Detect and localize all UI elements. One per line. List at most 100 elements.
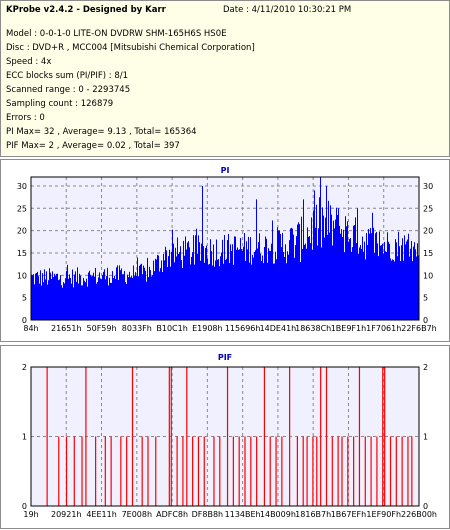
- pi-bar: [177, 237, 178, 320]
- pi-bar: [80, 275, 81, 320]
- pif-bar: [170, 367, 172, 506]
- pi-bar: [127, 274, 128, 320]
- pi-bar: [42, 273, 43, 320]
- pi-bar: [140, 264, 141, 320]
- pi-bar: [278, 230, 279, 320]
- pi-bar: [319, 197, 320, 320]
- pi-bar: [90, 274, 91, 320]
- pi-bar: [62, 287, 63, 320]
- ecc-line: ECC blocks sum (PI/PIF) : 8/1: [6, 71, 129, 81]
- pi-bar: [133, 265, 134, 320]
- pi-bar: [101, 279, 102, 320]
- pi-bar: [161, 260, 162, 320]
- pi-bar: [130, 277, 131, 320]
- pi-bar: [112, 271, 113, 320]
- pif-bar: [182, 436, 184, 506]
- pi-x-tick-label: 1BE9F1h: [331, 324, 366, 333]
- pi-bar: [409, 256, 410, 320]
- pif-bar: [126, 436, 128, 506]
- pi-x-tick-label: 14DE41h: [260, 324, 297, 333]
- speed-line: Speed : 4x: [6, 57, 52, 67]
- pi-bar: [73, 287, 74, 320]
- pi-bar: [344, 252, 345, 320]
- pi-bar: [386, 252, 387, 320]
- pi-x-tick-label: 18638Ch: [295, 324, 331, 333]
- pif-x-tick-label: ADFC8h: [156, 510, 188, 519]
- pi-y-tick-right: 0: [423, 316, 428, 325]
- pi-bar: [45, 279, 46, 320]
- app-title: KProbe v2.4.2 - Designed by Karr: [6, 5, 166, 15]
- pi-bar: [311, 217, 312, 320]
- pi-y-tick-right: 30: [423, 182, 433, 191]
- pi-bar: [50, 272, 51, 320]
- pi-bar: [37, 271, 38, 320]
- pif-bar: [147, 436, 149, 506]
- scan-date: Date : 4/11/2010 10:30:21 PM: [223, 5, 352, 15]
- pif-bar: [65, 436, 68, 506]
- pi-bar: [224, 235, 225, 320]
- pi-bar: [382, 243, 383, 320]
- pif-bar: [155, 436, 157, 506]
- pif-bar: [168, 367, 170, 506]
- pi-bar: [392, 259, 393, 320]
- pi-bar: [356, 243, 357, 320]
- pi-bar: [222, 239, 223, 320]
- pif-y-tick-left: 2: [22, 363, 27, 372]
- pi-chart-title: PI: [221, 166, 230, 175]
- pif-y-tick-right: 2: [423, 363, 428, 372]
- pi-bar: [280, 234, 281, 320]
- pi-bar: [294, 257, 295, 320]
- pi-bar: [316, 204, 317, 320]
- pi-bar: [184, 255, 185, 320]
- pi-bar: [95, 267, 96, 320]
- pif-bar: [331, 436, 333, 506]
- pi-bar: [128, 277, 129, 320]
- pi-bar: [401, 245, 402, 320]
- scanned-range-line: Scanned range : 0 - 2293745: [6, 85, 131, 95]
- pi-bar: [164, 260, 165, 320]
- pi-bar: [376, 231, 377, 320]
- pi-bar: [351, 251, 352, 320]
- pif-bar: [197, 436, 200, 506]
- pi-bar: [285, 244, 286, 320]
- pi-bar: [394, 261, 395, 320]
- pif-bar: [347, 436, 349, 506]
- pi-bar: [35, 273, 36, 320]
- pi-bar: [173, 243, 174, 320]
- pi-bar: [403, 260, 404, 320]
- pi-bar: [70, 277, 71, 320]
- pi-bar: [206, 245, 207, 320]
- pi-bar: [325, 217, 326, 320]
- pi-bar: [244, 232, 245, 320]
- pi-bar: [337, 215, 338, 320]
- pi-bar: [241, 249, 242, 320]
- pi-bar: [55, 275, 56, 320]
- pi-bar: [195, 235, 196, 320]
- pi-bar: [308, 236, 309, 320]
- pi-bar: [33, 274, 34, 320]
- pi-bar: [151, 276, 152, 320]
- pi-bar: [274, 263, 275, 320]
- pif-bar: [141, 436, 143, 506]
- pi-y-tick-left: 30: [17, 182, 27, 191]
- pi-bar: [336, 207, 337, 320]
- pi-bar: [64, 283, 65, 320]
- pi-bar: [53, 277, 54, 320]
- pi-bar: [318, 228, 319, 320]
- pi-bar: [78, 283, 79, 320]
- pi-bar: [215, 260, 216, 320]
- pi-x-tick-label: 21651h: [51, 324, 82, 333]
- pi-bar: [302, 249, 303, 320]
- pif-bar: [296, 436, 298, 506]
- pif-bar: [226, 367, 229, 506]
- pi-bar: [365, 259, 366, 320]
- pi-bar: [263, 263, 264, 320]
- pi-y-tick-left: 15: [17, 249, 27, 258]
- pi-bar: [232, 244, 233, 320]
- pi-bar: [94, 276, 95, 320]
- pi-bar: [312, 249, 313, 320]
- pif-bar: [320, 367, 322, 506]
- pi-bar: [220, 256, 221, 320]
- pif-bar: [81, 436, 83, 506]
- pi-bar: [111, 282, 112, 320]
